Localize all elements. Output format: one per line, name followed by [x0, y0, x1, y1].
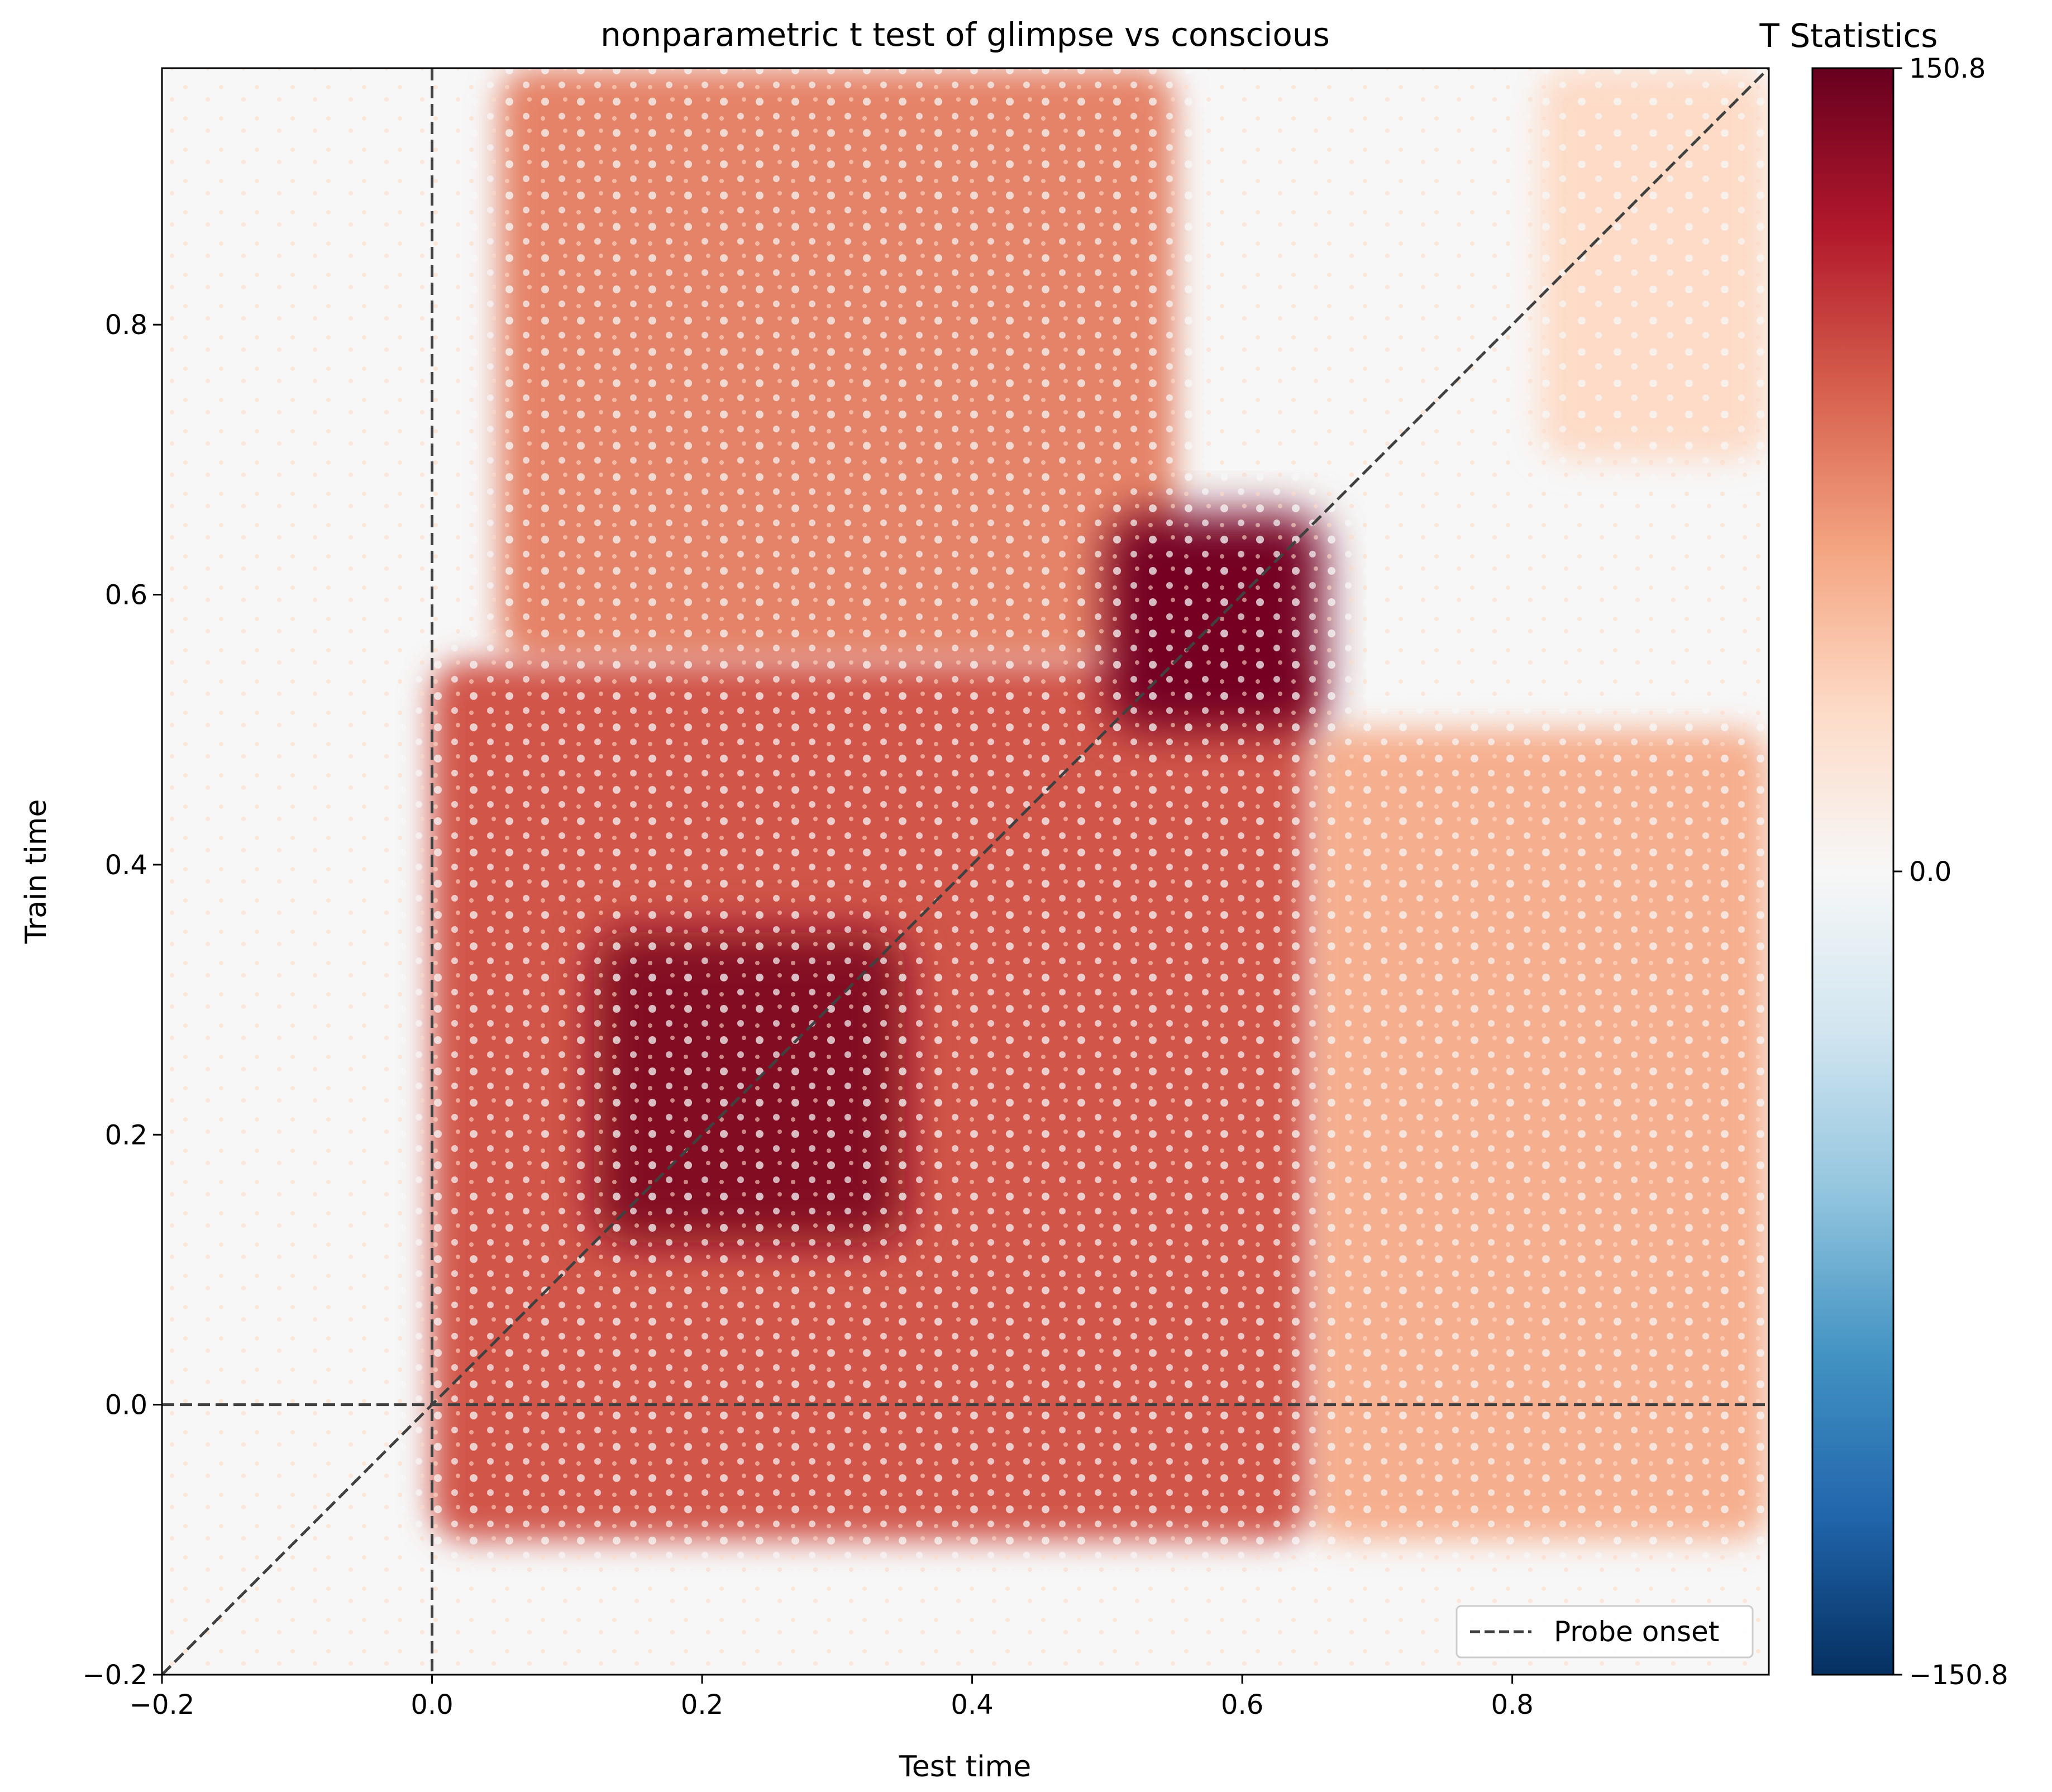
x-tick-label: 0.2 [681, 1689, 723, 1720]
chart-title: nonparametric t test of glimpse vs consc… [600, 16, 1330, 54]
y-tick-label: 0.0 [105, 1390, 147, 1421]
colorbar-gradient [1811, 67, 1894, 1676]
colorbar-tick-label: 0.0 [1909, 856, 1951, 888]
y-axis-label: Train time [20, 799, 53, 945]
legend-box [1456, 1605, 1754, 1658]
colorbar-title: T Statistics [1759, 17, 1938, 55]
x-tick-label: 0.4 [951, 1689, 993, 1720]
colorbar-tick-label: −150.8 [1909, 1660, 2008, 1691]
y-tick-label: 0.8 [105, 309, 147, 341]
y-tick-label: 0.4 [105, 850, 147, 881]
chart-title-text: nonparametric t test of glimpse vs consc… [600, 16, 1330, 54]
x-tick-label: 0.0 [411, 1689, 453, 1720]
y-tick-label: −0.2 [82, 1660, 147, 1691]
colorbar-tick-label: 150.8 [1909, 53, 1986, 84]
x-axis: −0.2 0.0 0.2 0.4 0.6 0.8 [130, 1675, 1534, 1720]
legend-entry-probe-onset: Probe onset [1554, 1615, 1719, 1648]
y-axis: −0.2 0.0 0.2 0.4 0.6 0.8 [82, 309, 162, 1691]
plot-frame [161, 67, 1770, 1676]
diagonal-line [161, 67, 1770, 1676]
colorbar-ticks: 150.8 0.0 −150.8 [1893, 53, 2008, 1691]
x-tick-label: 0.8 [1491, 1689, 1533, 1720]
x-axis-label: Test time [899, 1750, 1031, 1784]
x-tick-label: −0.2 [130, 1689, 195, 1720]
y-tick-label: 0.6 [105, 580, 147, 611]
legend: Probe onset [1456, 1605, 1754, 1658]
colorbar: T Statistics 150.8 0.0 −150.8 [1759, 17, 2008, 1691]
y-tick-label: 0.2 [105, 1119, 147, 1151]
x-tick-label: 0.6 [1221, 1689, 1263, 1720]
reference-lines [161, 67, 1770, 1676]
